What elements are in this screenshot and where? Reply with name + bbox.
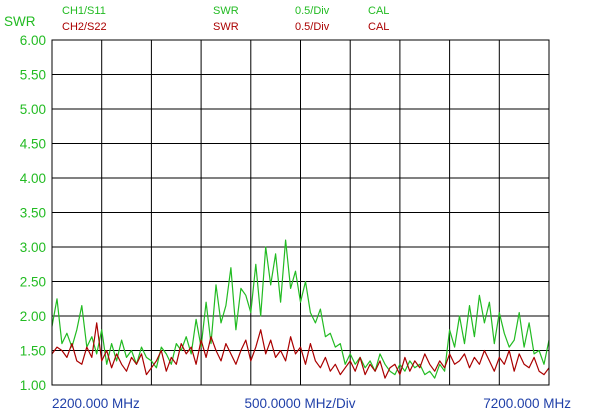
y-tick-labels: 6.00 5.50 5.00 4.50 4.00 3.50 3.00 2.50 2.00 1.50…: [20, 33, 46, 393]
y-tick-label: 4.50: [20, 137, 46, 152]
ch2-scale-label: 0.5/Div: [295, 21, 330, 33]
plot-frame: [51, 39, 550, 386]
ch1-cal-label: CAL: [368, 5, 389, 17]
y-tick-label: 1.00: [20, 378, 46, 393]
y-tick-label: 3.00: [20, 240, 46, 255]
span-per-division-label: 500.0000 MHz/Div: [244, 396, 355, 411]
trace-ch1-s11: [51, 239, 550, 379]
y-tick-label: 5.50: [20, 68, 46, 83]
trace-ch2-s22: [51, 322, 550, 379]
y-tick-label: 2.00: [20, 309, 46, 324]
y-tick-label: 3.50: [20, 206, 46, 221]
y-tick-label: 4.00: [20, 171, 46, 186]
start-frequency-label: 2200.000 MHz: [52, 396, 140, 411]
y-tick-label: 1.50: [20, 344, 46, 359]
y-tick-label: 6.00: [20, 33, 46, 48]
y-tick-label: 2.50: [20, 275, 46, 290]
ch1-trace-label: CH1/S11: [62, 5, 106, 17]
y-tick-label: 5.00: [20, 102, 46, 117]
ch1-format-label: SWR: [213, 5, 239, 17]
graticule: [52, 40, 549, 385]
ch2-trace-label: CH2/S22: [62, 21, 107, 33]
ch2-format-label: SWR: [213, 21, 239, 33]
traces: [51, 239, 550, 379]
ch1-scale-label: 0.5/Div: [295, 5, 330, 17]
ch2-cal-label: CAL: [368, 21, 389, 33]
y-axis-title: SWR: [4, 14, 36, 29]
stop-frequency-label: 7200.000 MHz: [483, 396, 571, 411]
